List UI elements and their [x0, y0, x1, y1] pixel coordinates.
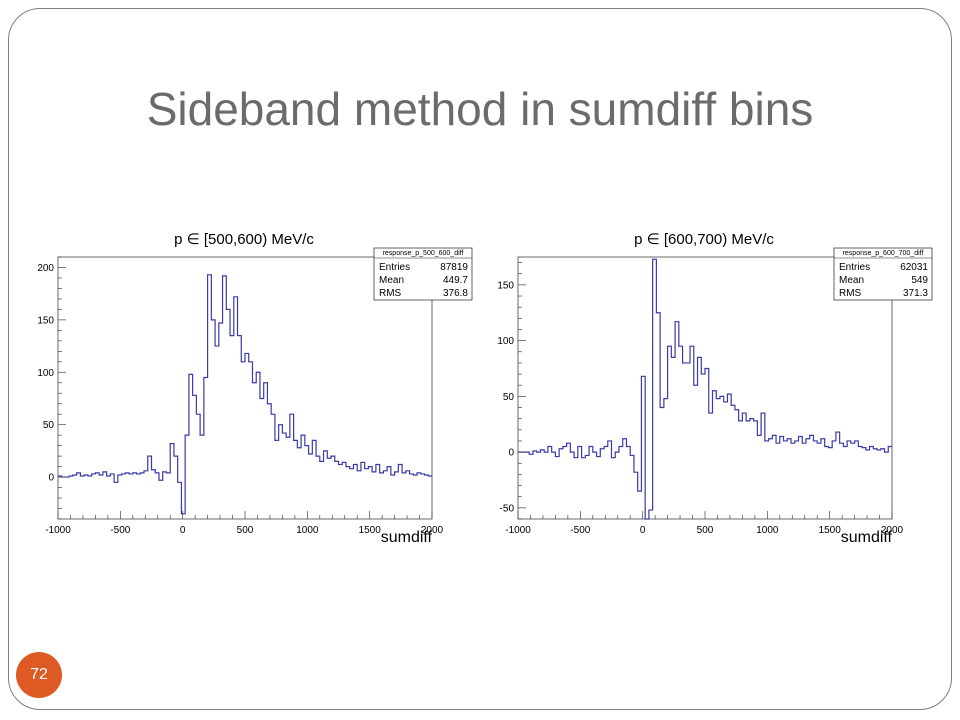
x-tick-label: 500 — [237, 525, 254, 536]
y-tick-label: 100 — [497, 336, 514, 347]
slide-frame — [8, 8, 952, 710]
x-tick-label: 0 — [180, 525, 186, 536]
legend-box — [833, 247, 933, 301]
y-tick-label: -50 — [500, 503, 515, 514]
legend-mean-value: 449.7 — [443, 275, 468, 286]
legend-name: response_p_600_700_diff — [843, 250, 924, 257]
y-tick-label: 50 — [503, 392, 515, 403]
y-tick-label: 50 — [43, 420, 55, 431]
x-tick-label: 1000 — [756, 525, 779, 536]
legend-entries-value: 87819 — [440, 262, 468, 273]
legend-name: response_p_500_600_diff — [383, 250, 464, 257]
x-tick-label: 500 — [697, 525, 714, 536]
chart-title: p ∈ [500,600) MeV/c — [174, 231, 314, 248]
legend-box — [373, 247, 473, 301]
x-tick-label: -1000 — [45, 525, 71, 536]
legend-entries-label: Entries — [379, 262, 410, 273]
x-axis-label: sumdiff — [841, 529, 893, 546]
x-tick-label: -500 — [110, 525, 130, 536]
histogram-line — [518, 258, 892, 520]
y-tick-label: 100 — [37, 368, 54, 379]
histogram-chart-600-700: p ∈ [600,700) MeV/c -1000 -500 0 500 1000 150… — [497, 231, 933, 546]
y-tick-label: 150 — [497, 280, 514, 291]
y-tick-label: 0 — [48, 473, 54, 484]
legend-entries-value: 62031 — [900, 262, 928, 273]
page-number-badge: 72 — [16, 652, 62, 698]
x-tick-label: -500 — [570, 525, 590, 536]
legend-rms-value: 376.8 — [443, 288, 468, 299]
legend-rms-label: RMS — [379, 288, 402, 299]
stats-legend: response_p_600_700_diff Entries 62031 Me… — [833, 247, 933, 301]
x-tick-label: -1000 — [505, 525, 531, 536]
x-tick-label: 1500 — [359, 525, 382, 536]
x-tick-label: 1500 — [819, 525, 842, 536]
x-axis-label: sumdiff — [381, 529, 433, 546]
x-tick-label: 2000 — [421, 525, 444, 536]
slide-title: Sideband method in sumdiff bins — [146, 83, 814, 135]
x-tick-label: 2000 — [881, 525, 904, 536]
legend-mean-label: Mean — [839, 275, 864, 286]
stats-legend: response_p_500_600_diff Entries 87819 Me… — [373, 247, 473, 301]
y-tick-label: 0 — [508, 448, 514, 459]
x-tick-label: 1000 — [296, 525, 319, 536]
chart-title: p ∈ [600,700) MeV/c — [634, 231, 774, 248]
x-tick-label: 0 — [640, 525, 646, 536]
legend-mean-label: Mean — [379, 275, 404, 286]
legend-mean-value: 549 — [911, 275, 928, 286]
legend-entries-label: Entries — [839, 262, 870, 273]
legend-rms-value: 371.3 — [903, 288, 928, 299]
y-tick-label: 200 — [37, 263, 54, 274]
histogram-line — [58, 274, 432, 515]
histogram-chart-500-600: p ∈ [500,600) MeV/c -1000 -500 0 500 1000 150… — [37, 231, 473, 546]
y-tick-label: 150 — [37, 315, 54, 326]
legend-rms-label: RMS — [839, 288, 862, 299]
